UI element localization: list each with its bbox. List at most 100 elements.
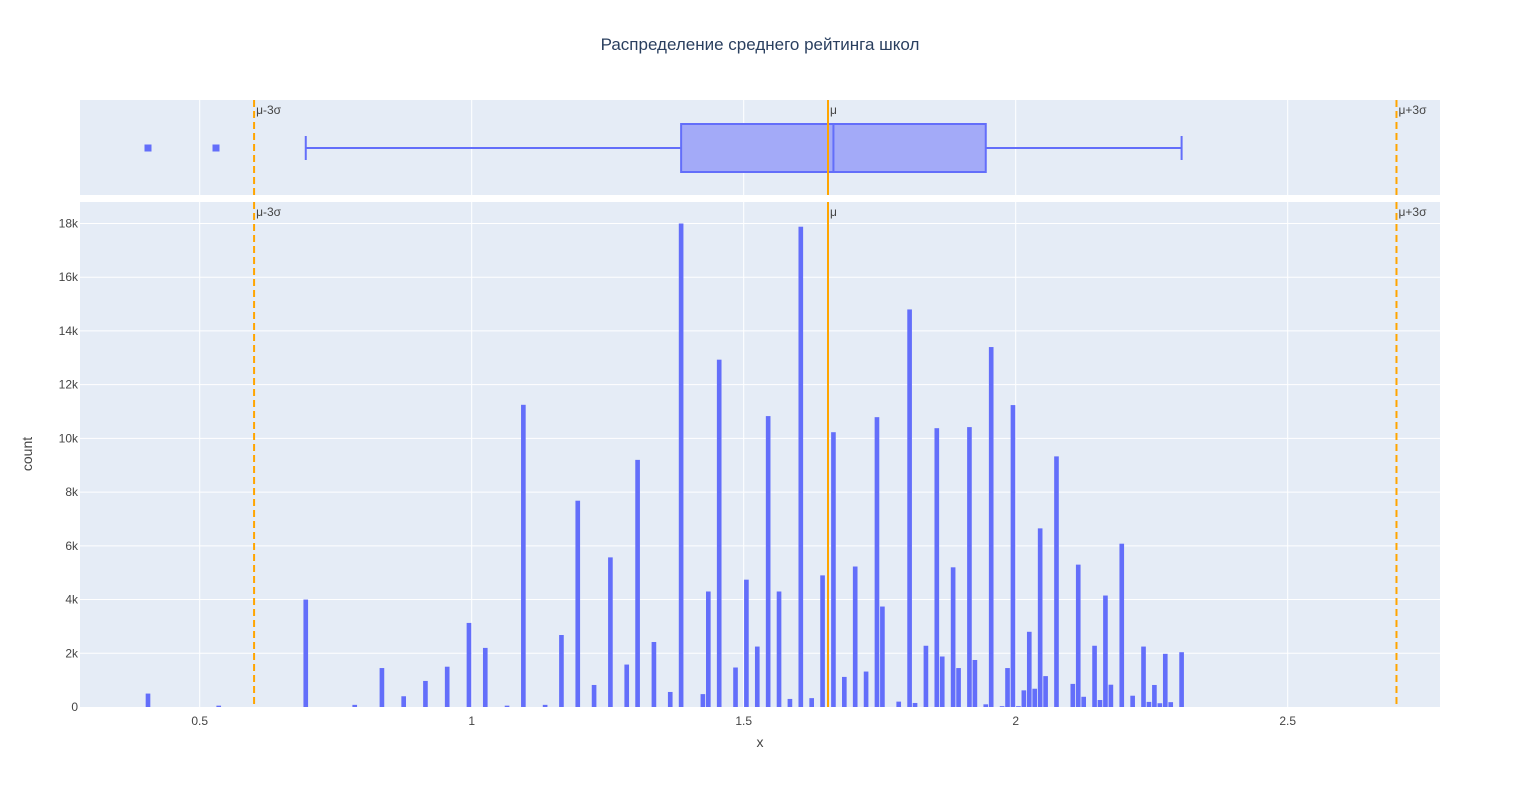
histogram-bar <box>1043 676 1048 707</box>
histogram-bar <box>1075 564 1081 707</box>
histogram-bar <box>591 684 597 707</box>
histogram-bar <box>896 701 902 707</box>
histogram-bar <box>1005 668 1010 707</box>
histogram-bar <box>1168 702 1174 707</box>
histogram-bar <box>716 359 722 707</box>
histogram-bar <box>216 705 222 707</box>
x-axis-ticks: 0.5 1 1.5 2 2.5 <box>191 714 1296 728</box>
histogram-bar <box>754 646 760 707</box>
box-outlier <box>144 144 152 152</box>
y-axis-ticks: 0 2k 4k 6k 8k 10k 12k 14k 16k 18k <box>59 216 79 714</box>
box-plot <box>144 123 1183 173</box>
x-tick-label: 2 <box>1012 714 1019 728</box>
box-panel: μ-3σ μ μ+3σ <box>80 100 1440 195</box>
histogram-bar <box>988 347 994 707</box>
histogram-panel: μ-3σ μ μ+3σ 0.5 1 1.5 2 2.5 0 2k 4k 6k 8k 10k 12k 14k… <box>59 202 1440 728</box>
histogram-bar <box>1037 528 1043 707</box>
histogram-bar <box>1103 595 1108 707</box>
y-tick-label: 12k <box>59 378 79 392</box>
histogram-bar <box>934 428 940 707</box>
y-tick-label: 0 <box>71 700 78 714</box>
histogram-bar <box>765 416 771 707</box>
histogram-bar <box>956 668 961 707</box>
histogram-bar <box>303 599 309 707</box>
histogram-bar <box>423 680 428 707</box>
histogram-bar <box>1152 684 1157 707</box>
histogram-bar <box>776 591 782 707</box>
histogram-bar <box>809 698 814 707</box>
histogram-bar <box>608 557 613 707</box>
histogram-bar <box>542 704 548 707</box>
histogram-bar <box>504 705 510 707</box>
histogram-bar <box>401 696 406 707</box>
histogram-bar <box>651 641 657 707</box>
histogram-reference-lines: μ-3σ μ μ+3σ <box>253 202 1427 707</box>
histogram-bar <box>831 432 836 707</box>
histogram-bar <box>1032 688 1038 707</box>
histogram-bar <box>706 591 711 707</box>
y-tick-label: 10k <box>59 431 79 445</box>
histogram-bar <box>1141 646 1146 707</box>
histogram-bar <box>1157 703 1163 707</box>
histogram-bar <box>880 606 885 707</box>
histogram-bar <box>575 500 581 707</box>
histogram-plot-area <box>80 202 1440 707</box>
histogram-bar <box>950 567 956 707</box>
histogram-bar <box>842 676 847 707</box>
histogram-bar <box>874 417 880 707</box>
histogram-bar <box>787 698 793 707</box>
x-axis-title: x <box>757 734 764 750</box>
histogram-bar <box>744 579 749 707</box>
histogram-bar <box>466 622 472 707</box>
box-reference-label: μ <box>830 103 837 117</box>
box-reference-lines: μ-3σ μ μ+3σ <box>253 100 1427 195</box>
x-tick-label: 1.5 <box>735 714 752 728</box>
histogram-bar <box>972 659 978 707</box>
histogram-bar <box>907 309 912 707</box>
box-reference-label: μ-3σ <box>256 103 282 117</box>
x-tick-label: 1 <box>468 714 475 728</box>
histogram-bar <box>145 693 151 707</box>
histogram-bar <box>1146 701 1152 707</box>
histogram-bar <box>1130 695 1135 707</box>
histogram-reference-label: μ-3σ <box>256 205 282 219</box>
y-tick-label: 8k <box>65 485 79 499</box>
histogram-bar <box>700 694 706 707</box>
histogram-bar <box>1092 645 1097 707</box>
histogram-bar <box>667 691 673 707</box>
histogram-reference-label: μ <box>830 205 837 219</box>
histogram-bar <box>1179 652 1184 707</box>
histogram-bar <box>624 664 630 707</box>
histogram-bar <box>1081 696 1086 707</box>
histogram-bars <box>145 223 1184 707</box>
y-tick-label: 4k <box>65 593 79 607</box>
histogram-bar <box>678 223 684 707</box>
histogram-bar <box>983 704 989 707</box>
histogram-bar <box>559 635 564 707</box>
histogram-bar <box>1026 631 1032 707</box>
histogram-bar <box>1119 543 1125 707</box>
histogram-bar <box>635 459 640 707</box>
histogram-bar <box>444 666 450 707</box>
histogram-bar <box>798 226 804 707</box>
histogram-bar <box>733 667 738 707</box>
y-tick-label: 2k <box>65 646 79 660</box>
box-reference-label: μ+3σ <box>1398 103 1427 117</box>
histogram-bar <box>1021 690 1027 707</box>
histogram-bar <box>352 704 358 707</box>
y-tick-label: 18k <box>59 216 79 230</box>
histogram-bar <box>1108 684 1114 707</box>
histogram-bar <box>1070 683 1076 707</box>
histogram-reference-label: μ+3σ <box>1398 205 1427 219</box>
y-tick-label: 14k <box>59 324 79 338</box>
x-tick-label: 2.5 <box>1279 714 1296 728</box>
histogram-bar <box>820 575 825 707</box>
y-axis-title: count <box>19 437 35 471</box>
y-tick-label: 16k <box>59 270 79 284</box>
histogram-bar <box>939 656 945 707</box>
histogram-bar <box>967 427 972 707</box>
chart-title: Распределение среднего рейтинга школ <box>601 35 920 54</box>
x-tick-label: 0.5 <box>191 714 208 728</box>
histogram-bar <box>1162 653 1168 707</box>
